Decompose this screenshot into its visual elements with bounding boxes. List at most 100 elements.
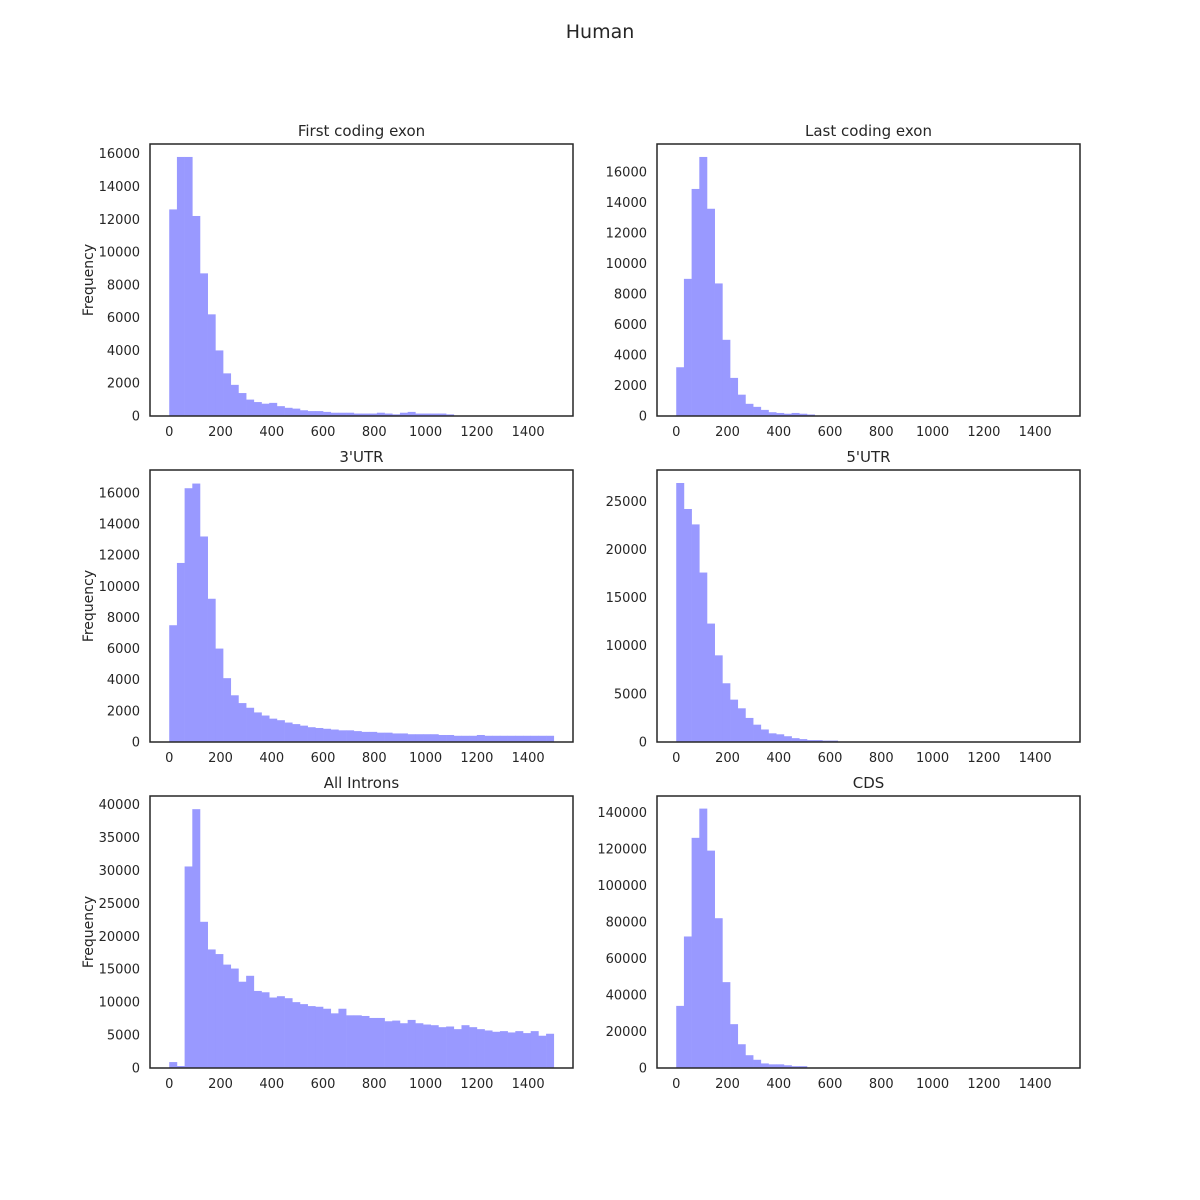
histogram-bar — [261, 715, 270, 742]
histogram-bar — [207, 314, 216, 416]
y-tick-label: 15000 — [606, 591, 647, 606]
histogram-bar — [683, 278, 692, 416]
histogram-bar — [676, 483, 685, 742]
y-tick-label: 100000 — [597, 879, 647, 894]
histogram-bar — [315, 1006, 324, 1068]
y-tick-label: 16000 — [99, 486, 140, 501]
histogram-bar — [538, 1035, 547, 1068]
histogram-bar — [192, 809, 201, 1068]
histogram-bar — [269, 718, 278, 742]
histogram-bar — [799, 1066, 808, 1068]
histogram-bar — [199, 273, 208, 416]
histogram-bar — [361, 413, 370, 416]
histogram-bar — [230, 695, 239, 742]
histogram-bar — [530, 735, 539, 742]
histogram-bar — [407, 734, 416, 742]
y-tick-label: 0 — [132, 1062, 140, 1077]
histogram-bar — [376, 1017, 385, 1068]
histogram-bar — [384, 732, 393, 742]
histogram-bar — [353, 413, 362, 416]
histogram-bar — [399, 733, 408, 742]
histogram-bar — [446, 414, 455, 416]
x-tick-label: 1200 — [460, 425, 493, 440]
y-tick-label: 5000 — [614, 687, 647, 702]
histogram-bar — [276, 406, 285, 416]
subplot-6: CDS 0 200 400 600 800 1000 1200 1400 0 20000 40000 6… — [597, 774, 1081, 1092]
x-tick-label: 1400 — [512, 751, 545, 766]
y-axis-label: Frequency — [81, 570, 97, 642]
histogram-bar — [246, 399, 255, 416]
histogram-bar — [706, 623, 715, 742]
histogram-bar — [814, 740, 823, 742]
histogram-bar — [415, 734, 424, 742]
subplot-title: 3'UTR — [339, 448, 383, 466]
histogram-bar — [192, 215, 201, 416]
y-tick-label: 140000 — [597, 806, 647, 821]
x-tick-label: 1400 — [1019, 751, 1052, 766]
y-axis-label: Frequency — [81, 896, 97, 968]
histogram-bar — [691, 524, 700, 742]
x-tick-label: 400 — [259, 425, 284, 440]
histogram-bar — [238, 393, 247, 416]
x-tick-label: 400 — [259, 1077, 284, 1092]
y-tick-label: 120000 — [597, 842, 647, 857]
histogram-bar — [169, 1062, 178, 1068]
y-tick-label: 4000 — [614, 349, 647, 364]
histogram-bar — [353, 1015, 362, 1068]
histogram-bar — [783, 413, 792, 416]
histogram-bar — [323, 411, 332, 416]
x-tick-label: 800 — [362, 751, 387, 766]
histogram-bar — [438, 413, 447, 416]
histogram-bar — [346, 1015, 355, 1068]
y-tick-label: 0 — [639, 736, 647, 751]
histogram-bar — [269, 402, 278, 416]
histogram-bar — [346, 412, 355, 416]
plot-frame — [149, 795, 574, 1069]
histogram-bar — [369, 731, 378, 742]
y-tick-label: 40000 — [606, 988, 647, 1003]
histogram-bar — [737, 708, 746, 742]
x-tick-label: 600 — [818, 751, 843, 766]
histogram-bar — [169, 209, 178, 416]
histogram-bar — [484, 735, 493, 742]
x-tick-label: 600 — [818, 1077, 843, 1092]
y-tick-label: 8000 — [614, 288, 647, 303]
histogram-bar — [469, 735, 478, 742]
histogram-bar — [176, 562, 185, 742]
histogram-bar — [768, 1064, 777, 1068]
y-tick-label: 8000 — [107, 611, 140, 626]
x-tick-label: 400 — [766, 1077, 791, 1092]
histogram-bar — [223, 373, 232, 416]
x-tick-label: 1200 — [967, 751, 1000, 766]
histogram-bar — [261, 992, 270, 1068]
histogram-bar — [714, 918, 723, 1068]
histogram-bar — [330, 412, 339, 416]
y-tick-label: 12000 — [99, 213, 140, 228]
y-tick-label: 10000 — [606, 639, 647, 654]
x-tick-label: 600 — [311, 751, 336, 766]
histogram-bar — [776, 1064, 785, 1068]
histogram-bar — [676, 1005, 685, 1068]
histogram-bar — [223, 678, 232, 742]
histogram-bar — [276, 996, 285, 1068]
histogram-bars — [169, 483, 555, 742]
y-tick-label: 20000 — [606, 1025, 647, 1040]
subplot-grid: First coding exon 0 200 400 600 800 1000 1200 14… — [81, 122, 1081, 1092]
histogram-bar — [253, 712, 262, 742]
histogram-bar — [323, 728, 332, 742]
y-tick-label: 5000 — [107, 1029, 140, 1044]
histogram-bar — [523, 1033, 531, 1068]
y-tick-label: 25000 — [606, 495, 647, 510]
y-tick-label: 0 — [132, 736, 140, 751]
x-tick-label: 800 — [869, 751, 894, 766]
histogram-bar — [430, 1025, 439, 1068]
histogram-bar — [776, 734, 785, 742]
histogram-bar — [722, 339, 731, 416]
plot-frame — [656, 143, 1081, 417]
histogram-bar — [392, 414, 401, 416]
histogram-bar — [430, 734, 439, 742]
histogram-bar — [776, 412, 785, 416]
x-tick-label: 0 — [672, 1077, 680, 1092]
y-tick-label: 6000 — [107, 311, 140, 326]
histogram-bar — [338, 730, 347, 742]
